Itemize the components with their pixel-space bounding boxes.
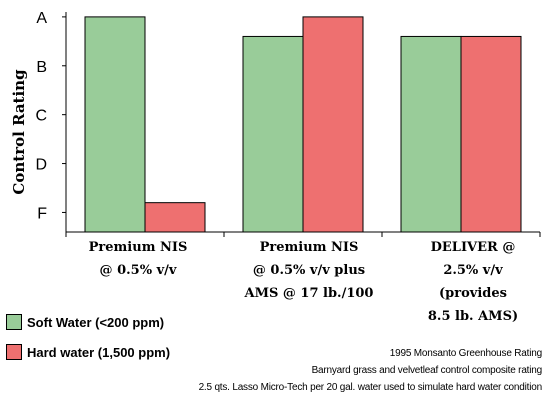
category-label-3-line-2: 2.5% v/v: [443, 263, 503, 278]
y-axis-label: Control Rating: [10, 69, 28, 195]
y-tick-label-A: A: [36, 10, 47, 27]
note-source: 1995 Monsanto Greenhouse Rating: [389, 348, 542, 359]
note-composite: Barnyard grass and velvetleaf control co…: [311, 365, 543, 376]
legend-label-soft-water: Soft Water (<200 ppm): [27, 314, 165, 330]
note-hard-water: 2.5 qts. Lasso Micro-Tech per 20 gal. wa…: [198, 382, 543, 393]
legend-item-soft-water: Soft Water (<200 ppm): [6, 314, 164, 330]
category-label-2-line-2: @ 0.5% v/v plus: [252, 263, 366, 278]
bar-series-2-category-3: [460, 35, 522, 233]
category-label-1-line-2: @ 0.5% v/v: [99, 263, 177, 278]
y-tick-label-B: B: [36, 59, 47, 76]
bar-series-2-category-2: [302, 16, 364, 233]
category-label-1-line-1: Premium NIS: [88, 240, 188, 255]
category-label-2-line-3: AMS @ 17 lb./100: [244, 286, 374, 301]
legend-swatch-hard-water: [6, 344, 22, 360]
category-label-3-line-1: DELIVER @: [430, 240, 516, 255]
legend-label-hard-water: Hard water (1,500 ppm): [27, 344, 171, 360]
y-tick-label-F: F: [37, 205, 47, 222]
category-label-2-line-1: Premium NIS: [259, 240, 359, 255]
category-label-3-line-4: 8.5 lb. AMS): [427, 309, 519, 324]
bar-series-2-category-1: [144, 202, 206, 233]
y-tick-label-C: C: [35, 108, 47, 125]
category-label-3-line-3: (provides: [439, 286, 507, 301]
legend-item-hard-water: Hard water (1,500 ppm): [6, 344, 170, 360]
legend-swatch-soft-water: [6, 314, 22, 330]
category-label-2: Premium NIS @ 0.5% v/v plus AMS @ 17 lb.…: [229, 236, 389, 305]
category-label-1: Premium NIS @ 0.5% v/v: [58, 236, 218, 282]
y-tick-label-D: D: [35, 157, 47, 174]
bar-series-1-category-1: [84, 16, 146, 233]
bar-series-1-category-3: [400, 35, 462, 233]
category-label-3: DELIVER @ 2.5% v/v (provides 8.5 lb. AMS…: [393, 236, 545, 328]
bar-series-1-category-2: [242, 35, 304, 233]
